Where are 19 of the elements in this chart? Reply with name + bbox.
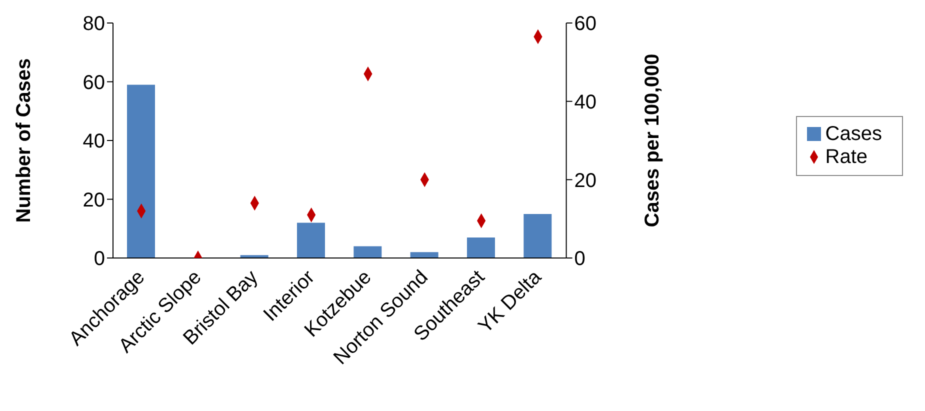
bar: [296, 222, 325, 258]
y-tick-label: 40: [82, 130, 105, 153]
legend-label: Cases: [825, 122, 882, 144]
legend-label: Rate: [825, 146, 868, 168]
y2-tick-label: 40: [574, 91, 597, 114]
y2-tick-label: 20: [574, 170, 597, 192]
bar: [127, 84, 155, 258]
y-axis-title: Number of Cases: [13, 58, 36, 223]
bar: [466, 237, 495, 258]
y-tick-label: 0: [94, 248, 105, 270]
y2-tick-label: 0: [574, 248, 586, 270]
bar: [524, 214, 552, 258]
y2-axis-title: Cases per 100,000: [641, 54, 664, 228]
y-tick-label: 20: [82, 189, 105, 212]
y-tick-label: 60: [82, 72, 105, 94]
y-tick-label: 80: [82, 13, 105, 36]
y2-tick-label: 60: [574, 13, 597, 36]
bar: [410, 252, 438, 258]
bar: [354, 246, 382, 258]
